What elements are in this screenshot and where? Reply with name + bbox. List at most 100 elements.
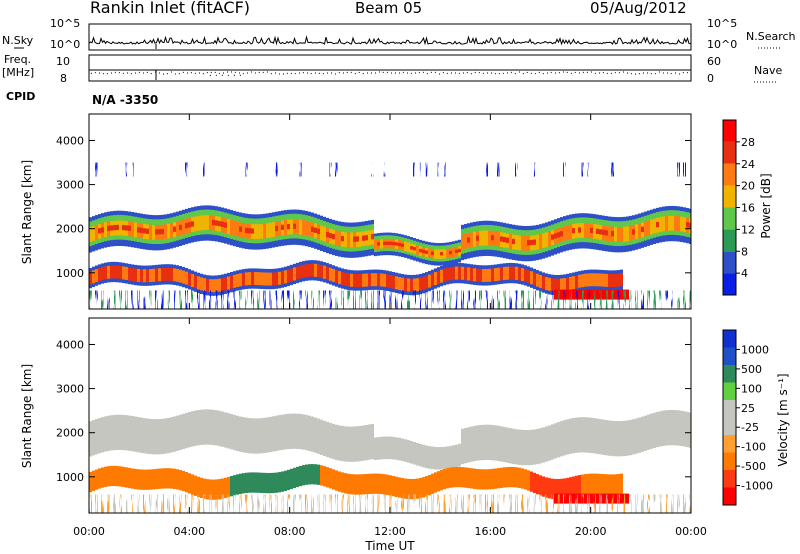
power-lower-band-core <box>218 278 221 292</box>
power-main-band-peak <box>578 227 581 233</box>
velocity-main-band <box>626 420 629 456</box>
velocity-main-band <box>431 446 434 470</box>
velocity-near-range-scatter <box>431 494 434 513</box>
power-far-range-scatter <box>587 162 590 177</box>
power-main-band-peak <box>191 221 194 227</box>
power-main-band-core <box>170 223 173 238</box>
power-main-band-core <box>350 232 353 248</box>
power-lower-band-core <box>152 268 155 282</box>
power-near-range-scatter <box>251 290 254 309</box>
velocity-lower-band <box>365 473 368 495</box>
velocity-near-range-scatter <box>95 494 98 513</box>
power-near-range-scatter <box>479 290 482 309</box>
power-far-range-scatter <box>581 162 584 177</box>
velocity-main-band <box>398 437 401 461</box>
velocity-main-band <box>464 428 467 464</box>
power-main-band-core <box>263 223 266 239</box>
velocity-main-band <box>212 409 215 446</box>
power-near-range-scatter <box>497 290 500 309</box>
velocity-near-range-scatter <box>659 494 662 513</box>
velocity-main-band <box>461 428 464 465</box>
power-lower-band-core <box>116 265 119 279</box>
nave-tick-high: 60 <box>707 55 721 68</box>
velocity-main-band <box>311 416 314 452</box>
velocity-main-band <box>365 424 368 461</box>
velocity-lower-band <box>314 464 317 485</box>
power-near-range-scatter <box>305 290 308 309</box>
power-main-band-peak <box>641 226 644 232</box>
power-colorbar-tick-label: 12 <box>741 223 755 236</box>
velocity-lower-band <box>257 472 260 493</box>
velocity-ytick-label: 4000 <box>56 338 84 351</box>
velocity-main-band <box>572 417 575 454</box>
power-ytick-label: 2000 <box>56 223 84 236</box>
power-lower-band-core <box>110 265 113 279</box>
velocity-lower-band <box>380 473 383 495</box>
power-main-band-core <box>482 230 485 246</box>
power-near-range-scatter <box>533 290 536 309</box>
power-main-band-core <box>404 241 407 252</box>
velocity-lower-band <box>533 472 536 494</box>
power-main-band-core <box>581 223 584 238</box>
power-near-range-scatter <box>419 290 422 309</box>
power-lower-band-core <box>95 269 98 283</box>
power-lower-band-core <box>212 279 215 293</box>
velocity-lower-band <box>320 465 323 486</box>
velocity-main-band <box>251 418 254 454</box>
velocity-lower-band <box>578 475 581 496</box>
power-lower-band-core <box>206 278 209 292</box>
power-lower-band-core <box>146 269 149 283</box>
power-lower-band-core <box>584 273 587 287</box>
velocity-main-band <box>314 417 317 453</box>
power-main-band-core <box>335 230 338 246</box>
power-main-band-core <box>407 242 410 252</box>
velocity-lower-band <box>431 473 434 494</box>
power-main-band-core <box>653 218 656 234</box>
power-main-band-core <box>209 215 212 231</box>
velocity-low-range-return <box>620 493 623 504</box>
power-colorbar-segment <box>723 273 736 295</box>
power-lower-band-core <box>137 268 140 282</box>
velocity-lower-band <box>593 473 596 494</box>
power-lower-band-core <box>350 273 353 287</box>
power-far-range-scatter <box>485 162 488 177</box>
power-near-range-scatter <box>683 290 686 309</box>
velocity-main-band <box>266 417 269 453</box>
power-near-range-scatter <box>653 290 656 309</box>
power-lower-band-core <box>587 273 590 287</box>
velocity-main-band <box>488 424 491 461</box>
power-main-band-peak <box>602 229 605 236</box>
velocity-lower-band <box>470 468 473 489</box>
velocity-low-range-return <box>596 493 599 504</box>
velocity-main-band <box>590 417 593 454</box>
power-lower-band-core <box>230 275 233 289</box>
power-near-range-scatter <box>659 290 662 309</box>
velocity-lower-band <box>500 467 503 488</box>
power-lower-band-core <box>227 276 230 290</box>
velocity-lower-band <box>383 474 386 495</box>
velocity-lower-band <box>572 476 575 497</box>
velocity-lower-band <box>497 468 500 489</box>
velocity-colorbar-segment <box>723 400 736 418</box>
velocity-lower-band <box>587 473 590 495</box>
velocity-main-band <box>230 414 233 450</box>
velocity-main-band <box>668 409 671 446</box>
power-lower-band-core <box>518 267 521 281</box>
velocity-near-range-scatter <box>335 494 338 513</box>
power-main-band-peak <box>596 228 599 235</box>
power-lower-band-core <box>455 266 458 280</box>
power-colorbar-tick-label: 4 <box>741 267 748 280</box>
nave-tick-low: 0 <box>707 72 714 85</box>
velocity-main-band <box>551 424 554 460</box>
power-main-band-core <box>359 231 362 247</box>
velocity-lower-band <box>245 472 248 494</box>
velocity-main-band <box>527 429 530 466</box>
power-main-band-peak <box>365 235 368 241</box>
velocity-main-band <box>371 423 374 460</box>
velocity-near-range-scatter <box>137 494 140 513</box>
power-far-range-scatter <box>335 162 338 177</box>
power-main-band-peak <box>422 249 425 254</box>
power-far-range-scatter <box>611 162 614 177</box>
velocity-main-band <box>524 429 527 466</box>
velocity-lower-band <box>608 474 611 495</box>
